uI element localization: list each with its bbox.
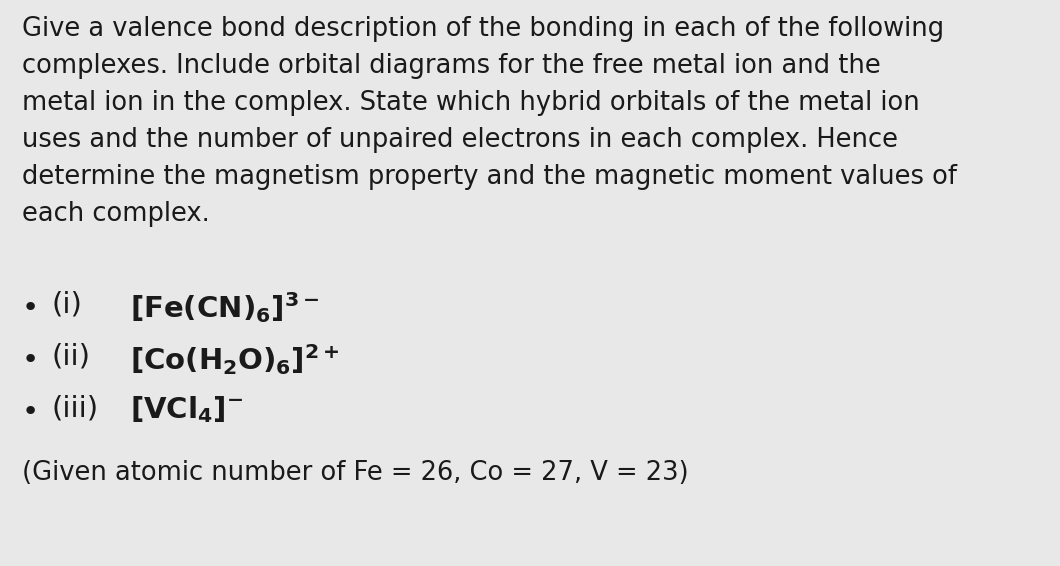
Text: determine the magnetism property and the magnetic moment values of: determine the magnetism property and the… <box>22 164 957 190</box>
Text: $\mathbf{[Fe(CN)_6]^{3-}}$: $\mathbf{[Fe(CN)_6]^{3-}}$ <box>130 290 319 325</box>
Text: (ii): (ii) <box>52 342 91 370</box>
Text: $\mathbf{[Co(H_2O)_6]^{2+}}$: $\mathbf{[Co(H_2O)_6]^{2+}}$ <box>130 342 339 377</box>
Text: each complex.: each complex. <box>22 201 210 227</box>
Text: (iii): (iii) <box>52 394 100 422</box>
Text: (i): (i) <box>52 290 83 318</box>
Text: $\mathbf{[VCl_4]^{-}}$: $\mathbf{[VCl_4]^{-}}$ <box>130 394 243 425</box>
Text: metal ion in the complex. State which hybrid orbitals of the metal ion: metal ion in the complex. State which hy… <box>22 90 920 116</box>
Text: (Given atomic number of Fe = 26, Co = 27, V = 23): (Given atomic number of Fe = 26, Co = 27… <box>22 460 689 486</box>
Text: •: • <box>22 346 39 374</box>
Text: •: • <box>22 398 39 426</box>
Text: complexes. Include orbital diagrams for the free metal ion and the: complexes. Include orbital diagrams for … <box>22 53 881 79</box>
Text: uses and the number of unpaired electrons in each complex. Hence: uses and the number of unpaired electron… <box>22 127 898 153</box>
Text: Give a valence bond description of the bonding in each of the following: Give a valence bond description of the b… <box>22 16 944 42</box>
Text: •: • <box>22 294 39 322</box>
